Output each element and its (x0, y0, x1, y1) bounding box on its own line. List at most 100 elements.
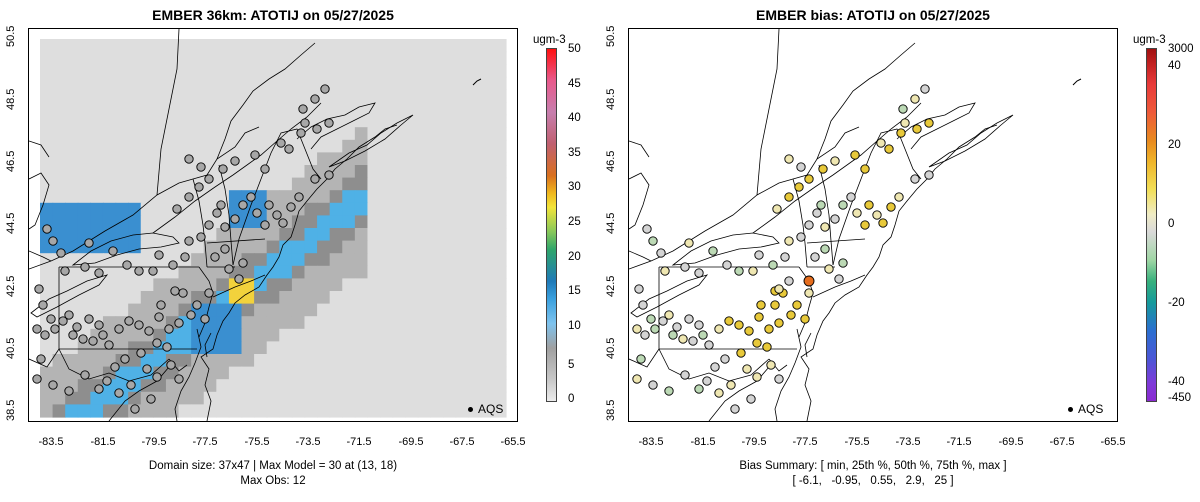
model-grid-cell (77, 215, 91, 229)
model-grid-cell (52, 190, 66, 204)
aqs-site-marker (156, 300, 166, 310)
aqs-site-marker (142, 364, 152, 374)
model-grid-cell (191, 127, 205, 141)
model-grid-cell (443, 64, 457, 78)
x-tick-label: -69.5 (398, 436, 424, 448)
aqs-site-marker (152, 338, 162, 348)
aqs-bias-marker (726, 380, 736, 390)
model-grid-cell (52, 404, 66, 418)
model-grid-cell (115, 64, 129, 78)
model-grid-cell (165, 89, 180, 103)
model-grid-cell (342, 102, 356, 116)
model-grid-cell (291, 51, 306, 65)
model-grid-cell (115, 114, 129, 128)
model-grid-cell (443, 240, 457, 254)
model-grid-cell (203, 51, 217, 65)
model-grid-cell (65, 102, 79, 116)
model-grid-cell (443, 265, 457, 279)
aqs-bias-marker (660, 266, 670, 276)
model-grid-cell (77, 177, 91, 191)
model-grid-cell (405, 76, 419, 90)
model-grid-cell (392, 404, 406, 418)
model-grid-cell (241, 404, 255, 418)
aqs-bias-marker (632, 324, 642, 334)
model-grid-cell (254, 379, 268, 393)
model-grid-cell (417, 64, 432, 78)
aqs-bias-marker (824, 264, 834, 274)
model-grid-cell (128, 152, 142, 166)
aqs-bias-marker (766, 360, 776, 370)
model-grid-cell (266, 328, 280, 342)
model-grid-cell (140, 240, 154, 254)
model-grid-cell (493, 127, 507, 141)
model-grid-cell (455, 303, 469, 317)
model-grid-cell (291, 291, 306, 305)
model-grid-cell (354, 366, 369, 380)
model-grid-cell (380, 114, 394, 128)
model-grid-cell (115, 152, 129, 166)
model-grid-cell (291, 366, 306, 380)
model-grid-cell (203, 379, 217, 393)
aqs-bias-marker (780, 252, 790, 262)
aqs-site-marker (260, 164, 270, 174)
model-grid-cell (140, 127, 154, 141)
model-grid-cell (216, 404, 230, 418)
model-grid-cell (216, 177, 230, 191)
model-grid-cell (468, 177, 482, 191)
model-grid-cell (430, 127, 444, 141)
model-grid-cell (430, 215, 444, 229)
model-grid-cell (140, 278, 154, 292)
model-grid-cell (493, 152, 507, 166)
model-grid-cell (354, 328, 369, 342)
aqs-site-marker (192, 300, 202, 310)
model-grid-cell (392, 366, 406, 380)
model-grid-cell (480, 404, 494, 418)
model-grid-cell (354, 391, 369, 405)
model-grid-cell (443, 177, 457, 191)
aqs-bias-marker (664, 310, 674, 320)
model-grid-cell (380, 39, 394, 53)
model-grid-cell (140, 89, 154, 103)
model-grid-cell (493, 265, 507, 279)
aqs-site-marker (204, 288, 214, 298)
model-grid-cell (417, 165, 432, 179)
model-grid-cell (392, 253, 406, 267)
model-grid-cell (115, 366, 129, 380)
aqs-bias-marker (834, 274, 844, 284)
model-grid-cell (291, 215, 306, 229)
model-grid-cell (480, 51, 494, 65)
model-grid-cell (380, 102, 394, 116)
aqs-site-marker (324, 170, 334, 180)
model-grid-cell (304, 328, 318, 342)
model-grid-cell (216, 76, 230, 90)
model-grid-cell (216, 366, 230, 380)
model-grid-cell (128, 89, 142, 103)
model-grid-cell (329, 253, 343, 267)
model-grid-cell (329, 190, 343, 204)
aqs-site-marker (296, 128, 306, 138)
x-tick-label: -81.5 (690, 436, 716, 448)
model-grid-cell (279, 303, 293, 317)
model-grid-cell (304, 102, 318, 116)
model-grid-cell (266, 89, 280, 103)
model-grid-cell (417, 391, 432, 405)
aqs-bias-marker (668, 330, 678, 340)
model-grid-cell (493, 114, 507, 128)
model-grid-cell (354, 64, 369, 78)
model-grid-cell (90, 240, 104, 254)
model-grid-cell (254, 316, 268, 330)
model-grid-cell (102, 165, 117, 179)
aqs-site-marker (220, 244, 230, 254)
aqs-bias-marker (648, 236, 658, 246)
model-grid-cell (241, 265, 255, 279)
model-grid-cell (455, 202, 469, 216)
model-grid-cell (165, 76, 180, 90)
model-grid-cell (40, 202, 54, 216)
aqs-bias-marker (714, 388, 724, 398)
model-map-canvas (29, 29, 507, 421)
model-grid-cell (40, 215, 54, 229)
model-grid-cell (40, 404, 54, 418)
model-grid-cell (203, 102, 217, 116)
model-grid-cell (417, 76, 432, 90)
model-grid-cell (430, 265, 444, 279)
